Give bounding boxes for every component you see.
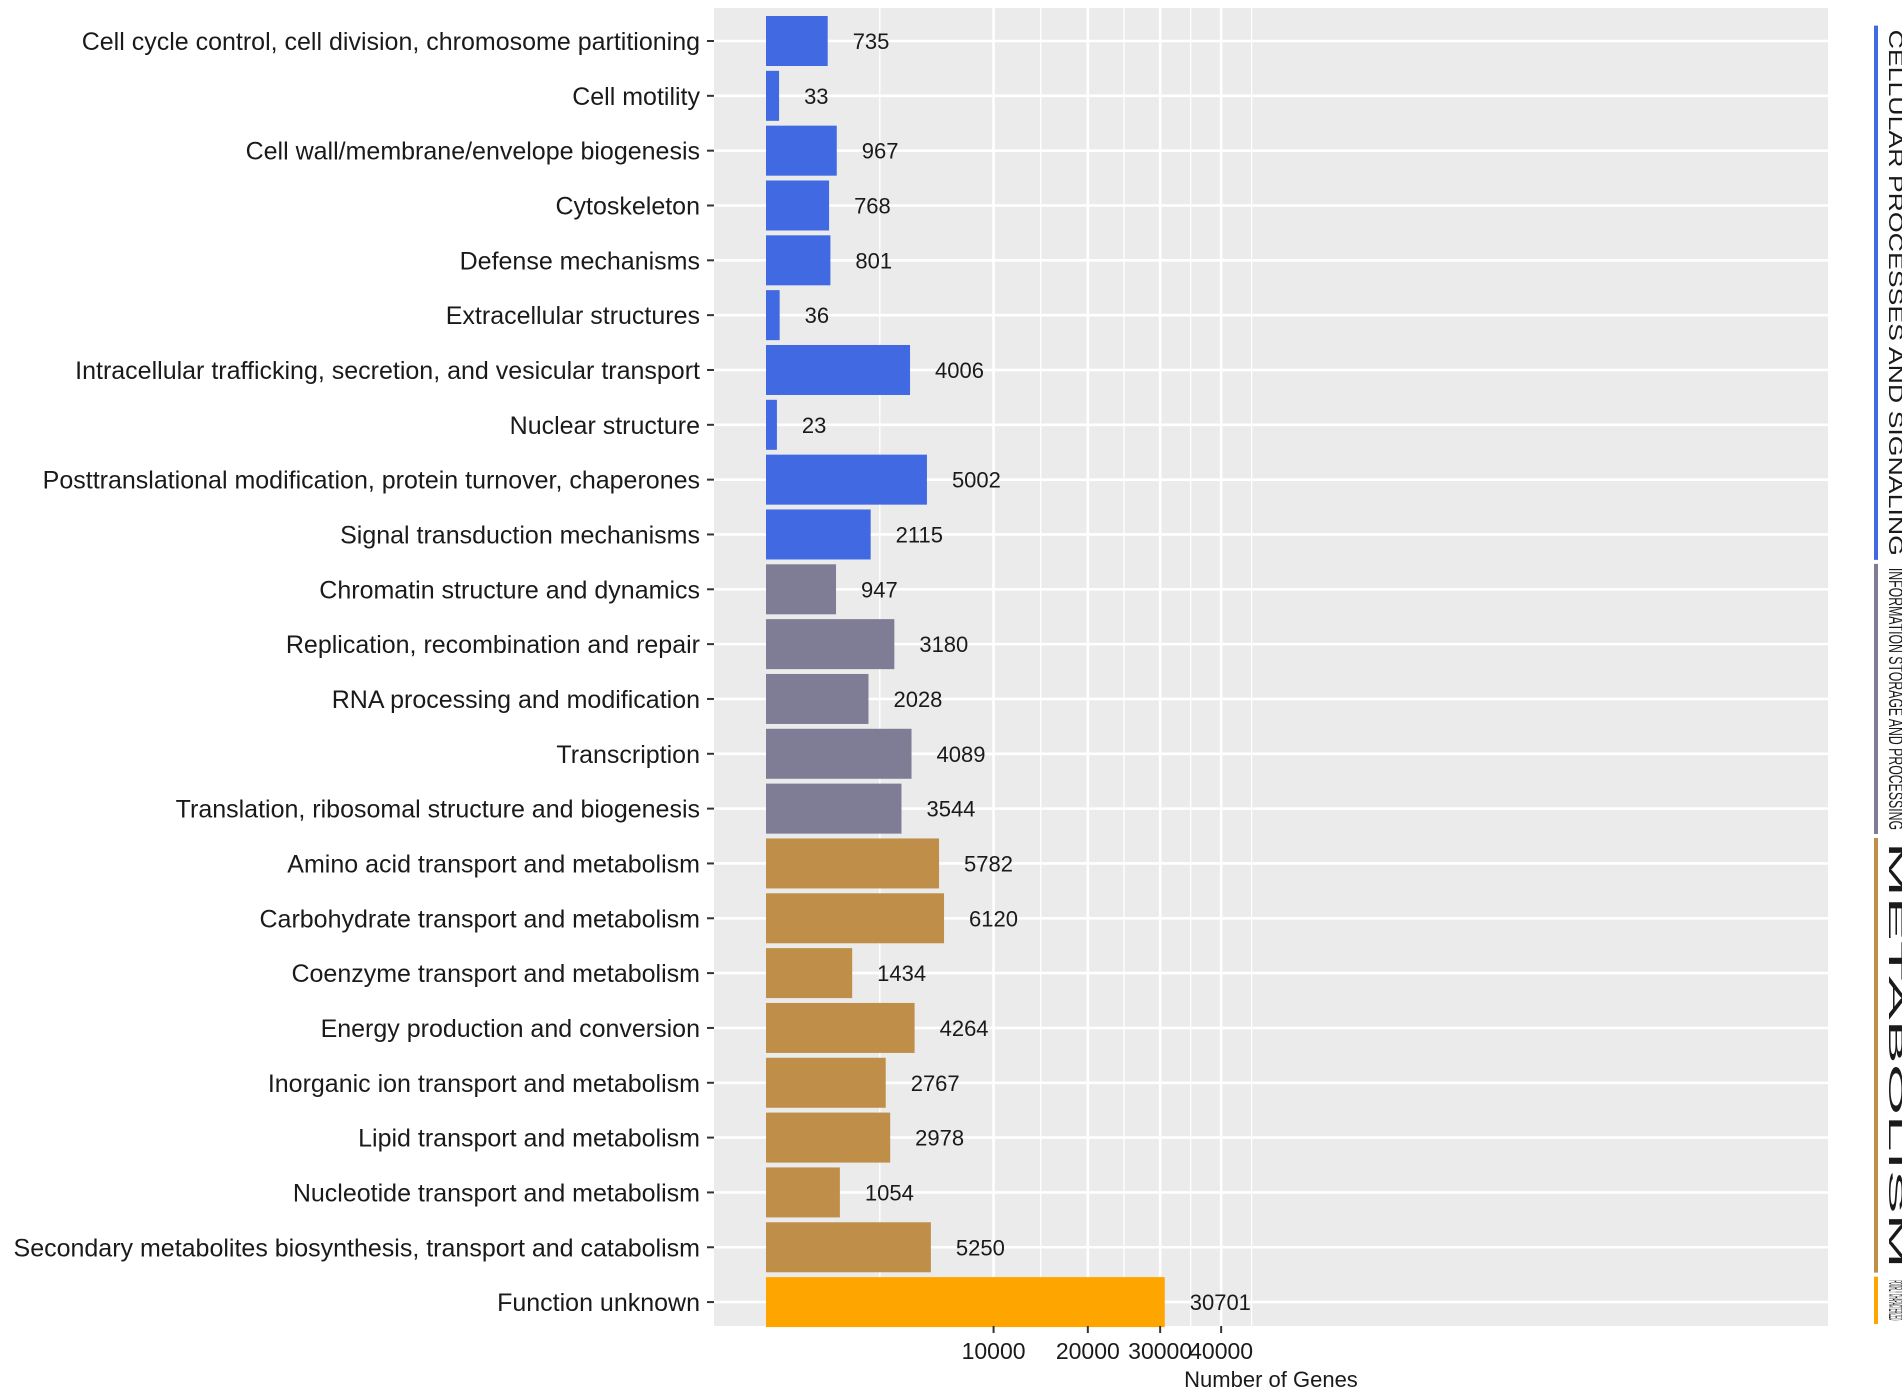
bar — [766, 16, 828, 66]
x-tick-label: 20000 — [1056, 1338, 1120, 1364]
bar — [766, 290, 780, 341]
category-label: Nuclear structure — [510, 412, 700, 440]
bar — [766, 893, 945, 944]
bar — [766, 1222, 931, 1273]
bar — [766, 783, 902, 834]
bar-value-label: 4264 — [940, 1016, 989, 1041]
bar-value-label: 5782 — [964, 851, 1013, 876]
category-label: Cell motility — [572, 83, 700, 111]
bar — [766, 180, 830, 231]
bar-value-label: 967 — [862, 139, 899, 164]
group-strip-label: POORLY CHARACTERIZED — [1884, 1280, 1902, 1320]
bar-value-label: 33 — [804, 84, 828, 109]
category-label: Chromatin structure and dynamics — [319, 576, 700, 604]
bar-value-label: 1054 — [865, 1180, 914, 1205]
bar — [766, 344, 911, 395]
bar-value-label: 5250 — [956, 1235, 1005, 1260]
plot-panel — [714, 8, 1828, 1326]
category-label: Nucleotide transport and metabolism — [293, 1179, 700, 1207]
bar-value-label: 735 — [853, 29, 890, 54]
bar-value-label: 2028 — [893, 687, 942, 712]
category-label: Replication, recombination and repair — [286, 631, 700, 659]
bar-value-label: 3180 — [919, 632, 968, 657]
category-label: Cytoskeleton — [555, 192, 700, 220]
bar-value-label: 4089 — [937, 742, 986, 767]
bar-value-label: 801 — [855, 248, 892, 273]
bar-value-label: 6120 — [969, 906, 1018, 931]
category-label: Transcription — [556, 741, 700, 769]
bar — [766, 454, 927, 505]
bars — [766, 16, 1165, 1328]
category-label: Defense mechanisms — [460, 247, 700, 275]
x-axis-title: Number of Genes — [1184, 1367, 1358, 1392]
category-label: Extracellular structures — [446, 302, 700, 330]
category-label: RNA processing and modification — [332, 686, 700, 714]
bar — [766, 235, 831, 286]
bar — [766, 1002, 915, 1053]
bar — [766, 1167, 840, 1218]
category-label: Cell cycle control, cell division, chrom… — [82, 28, 700, 56]
bar-value-label: 23 — [802, 413, 826, 438]
category-label: Secondary metabolites biosynthesis, tran… — [14, 1234, 700, 1262]
category-label: Amino acid transport and metabolism — [287, 850, 700, 878]
bar — [766, 1057, 886, 1108]
bar-value-label: 4006 — [935, 358, 984, 383]
bar — [766, 948, 853, 999]
bar-value-label: 768 — [854, 193, 891, 218]
bar — [766, 509, 871, 560]
x-tick-label: 10000 — [962, 1338, 1026, 1364]
category-label: Function unknown — [497, 1289, 700, 1317]
bar — [766, 399, 777, 450]
category-labels: Cell cycle control, cell division, chrom… — [14, 28, 714, 1317]
bar — [766, 70, 780, 121]
bar-value-label: 2115 — [896, 522, 943, 547]
category-label: Lipid transport and metabolism — [358, 1125, 700, 1153]
category-label: Translation, ribosomal structure and bio… — [176, 796, 700, 824]
bar-value-label: 30701 — [1190, 1290, 1251, 1315]
group-strip-label: INFORMATION STORAGE AND PROCESSING — [1884, 568, 1902, 830]
value-labels: 735 33 967 768 801 36 4006 23 5002 2115 947 3180 202… — [802, 29, 1251, 1315]
category-label: Signal transduction mechanisms — [340, 521, 700, 549]
bar — [766, 1277, 1165, 1328]
bar-value-label: 36 — [805, 303, 829, 328]
category-label: Cell wall/membrane/envelope biogenesis — [246, 138, 700, 166]
category-label: Intracellular trafficking, secretion, an… — [75, 357, 700, 385]
x-tick-label: 40000 — [1189, 1338, 1253, 1364]
bar-value-label: 947 — [861, 577, 898, 602]
category-label: Coenzyme transport and metabolism — [291, 960, 700, 988]
category-label: Posttranslational modification, protein … — [43, 467, 700, 495]
bar — [766, 564, 837, 615]
bar-value-label: 5002 — [952, 468, 1001, 493]
bar — [766, 673, 869, 724]
bar — [766, 728, 912, 779]
x-tick-label: 30000 — [1128, 1338, 1192, 1364]
category-label: Energy production and conversion — [321, 1015, 700, 1043]
bar-value-label: 1434 — [877, 961, 926, 986]
category-label: Carbohydrate transport and metabolism — [259, 905, 700, 933]
bar — [766, 125, 837, 176]
group-strip-label: METABOLISM — [1884, 842, 1902, 1269]
group-strip-label: CELLULAR PROCESSES AND SIGNALING — [1884, 30, 1902, 556]
category-label: Inorganic ion transport and metabolism — [268, 1070, 700, 1098]
bar — [766, 1112, 891, 1163]
bar — [766, 838, 940, 889]
bar — [766, 619, 895, 670]
bar-value-label: 3544 — [926, 797, 975, 822]
bar-value-label: 2978 — [915, 1126, 964, 1151]
bar-value-label: 2767 — [911, 1071, 960, 1096]
group-strips: CELLULAR PROCESSES AND SIGNALING INFORMAT… — [1874, 25, 1902, 1324]
grid-lines — [714, 8, 1828, 1326]
